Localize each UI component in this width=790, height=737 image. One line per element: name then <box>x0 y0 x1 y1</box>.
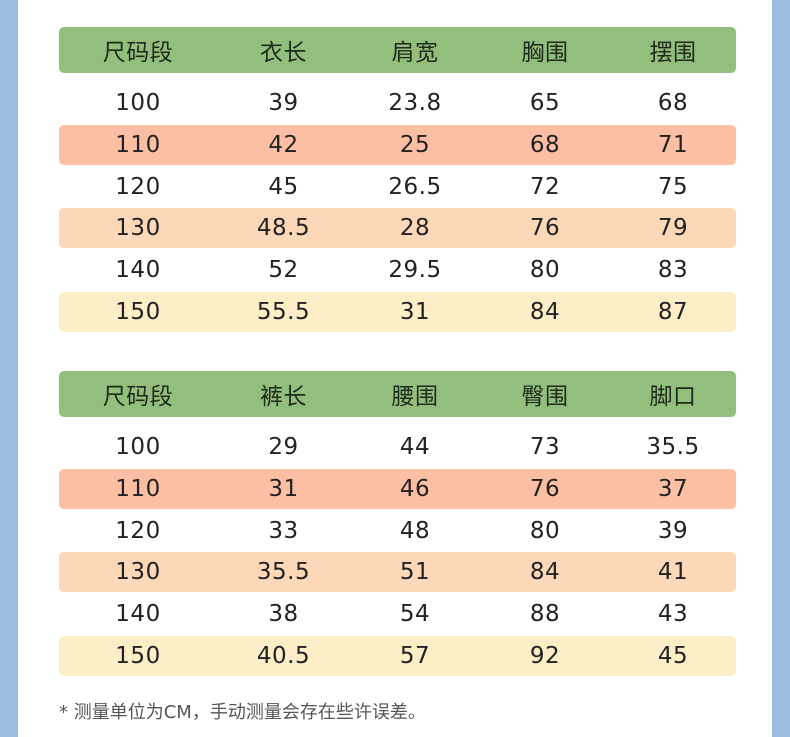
header-cell: 尺码段 <box>102 40 174 66</box>
table-cell: 92 <box>529 642 561 669</box>
table-cell: 79 <box>657 215 689 242</box>
table-cell: 33 <box>268 517 299 544</box>
table-cell: 38 <box>268 601 299 628</box>
table-row: 100 39 23.8 65 68 <box>59 83 736 123</box>
table-cell: 110 <box>115 131 161 158</box>
table-cell: 140 <box>115 601 161 628</box>
table-cell: 26.5 <box>388 173 442 200</box>
table-cell: 87 <box>657 298 689 325</box>
table-row: 120 33 48 80 39 <box>59 511 736 551</box>
table-cell: 65 <box>529 90 561 116</box>
table-row: 130 48.5 28 76 79 <box>59 208 736 249</box>
table-cell: 42 <box>268 131 299 158</box>
table-cell: 80 <box>529 517 561 544</box>
table-cell: 75 <box>657 173 689 200</box>
table-cell: 28 <box>399 215 431 242</box>
header-cell: 脚口 <box>649 384 697 410</box>
table-cell: 39 <box>268 90 299 116</box>
table-row: 130 35.5 51 84 41 <box>59 552 736 593</box>
header-cell: 肩宽 <box>391 40 439 66</box>
table-cell: 48 <box>399 517 431 544</box>
table-cell: 68 <box>529 131 561 158</box>
table-cell: 73 <box>529 434 561 460</box>
table-cell: 43 <box>657 601 689 628</box>
table-cell: 68 <box>657 90 689 116</box>
table-cell: 48.5 <box>256 215 311 242</box>
top-size-table: 尺码段 衣长 肩宽 胸围 摆围 100 39 23.8 65 68 110 42… <box>59 27 736 332</box>
table-row: 150 40.5 57 92 45 <box>59 635 736 676</box>
table-cell: 35.5 <box>646 434 700 460</box>
header-cell: 臀围 <box>521 384 569 410</box>
table-cell: 37 <box>657 475 689 502</box>
table-cell: 25 <box>399 131 431 158</box>
table-cell: 80 <box>529 257 561 284</box>
table-cell: 45 <box>657 642 689 669</box>
header-cell: 腰围 <box>391 384 439 410</box>
table-cell: 130 <box>115 559 161 586</box>
table-row: 120 45 26.5 72 75 <box>59 167 736 207</box>
table-cell: 52 <box>268 257 299 284</box>
table-header: 尺码段 裤长 腰围 臀围 脚口 <box>59 371 736 417</box>
header-cell: 衣长 <box>260 40 307 66</box>
table-cell: 100 <box>115 434 161 460</box>
table-cell: 71 <box>657 131 689 158</box>
header-cell: 摆围 <box>649 40 697 66</box>
table-cell: 100 <box>115 90 161 116</box>
table-cell: 76 <box>529 215 561 242</box>
table-cell: 150 <box>115 642 161 669</box>
table-cell: 55.5 <box>256 298 311 325</box>
header-cell: 胸围 <box>521 40 569 66</box>
table-cell: 45 <box>268 173 299 200</box>
table-row: 110 42 25 68 71 <box>59 124 736 165</box>
size-chart-page: 尺码段 衣长 肩宽 胸围 摆围 100 39 23.8 65 68 110 42… <box>18 0 772 737</box>
table-row: 140 38 54 88 43 <box>59 594 736 634</box>
table-cell: 83 <box>657 257 689 284</box>
table-cell: 40.5 <box>256 642 311 669</box>
table-cell: 29 <box>268 434 299 460</box>
table-cell: 35.5 <box>256 559 311 586</box>
table-header: 尺码段 衣长 肩宽 胸围 摆围 <box>59 27 736 73</box>
table-cell: 41 <box>657 559 689 586</box>
table-cell: 110 <box>115 475 161 502</box>
header-cell: 尺码段 <box>102 384 174 410</box>
bottom-size-table: 尺码段 裤长 腰围 臀围 脚口 100 29 44 73 35.5 110 31… <box>59 371 736 676</box>
table-cell: 39 <box>657 517 689 544</box>
table-cell: 57 <box>399 642 431 669</box>
table-cell: 31 <box>268 475 299 502</box>
header-cell: 裤长 <box>260 384 307 410</box>
table-cell: 72 <box>529 173 561 200</box>
table-cell: 88 <box>529 601 561 628</box>
table-cell: 120 <box>115 517 161 544</box>
table-row: 100 29 44 73 35.5 <box>59 427 736 467</box>
table-cell: 44 <box>399 434 431 460</box>
table-row: 110 31 46 76 37 <box>59 468 736 509</box>
table-row: 140 52 29.5 80 83 <box>59 250 736 290</box>
table-cell: 23.8 <box>388 90 442 116</box>
table-cell: 150 <box>115 298 161 325</box>
table-cell: 29.5 <box>388 257 442 284</box>
table-cell: 84 <box>529 559 561 586</box>
table-cell: 76 <box>529 475 561 502</box>
table-cell: 31 <box>399 298 431 325</box>
table-cell: 140 <box>115 257 161 284</box>
table-cell: 51 <box>399 559 431 586</box>
measurement-footnote: * 测量单位为CM，手动测量会存在些许误差。 <box>59 702 426 723</box>
table-cell: 130 <box>115 215 161 242</box>
table-row: 150 55.5 31 84 87 <box>59 291 736 332</box>
table-cell: 120 <box>115 173 161 200</box>
table-cell: 84 <box>529 298 561 325</box>
table-cell: 54 <box>399 601 431 628</box>
table-cell: 46 <box>399 475 431 502</box>
